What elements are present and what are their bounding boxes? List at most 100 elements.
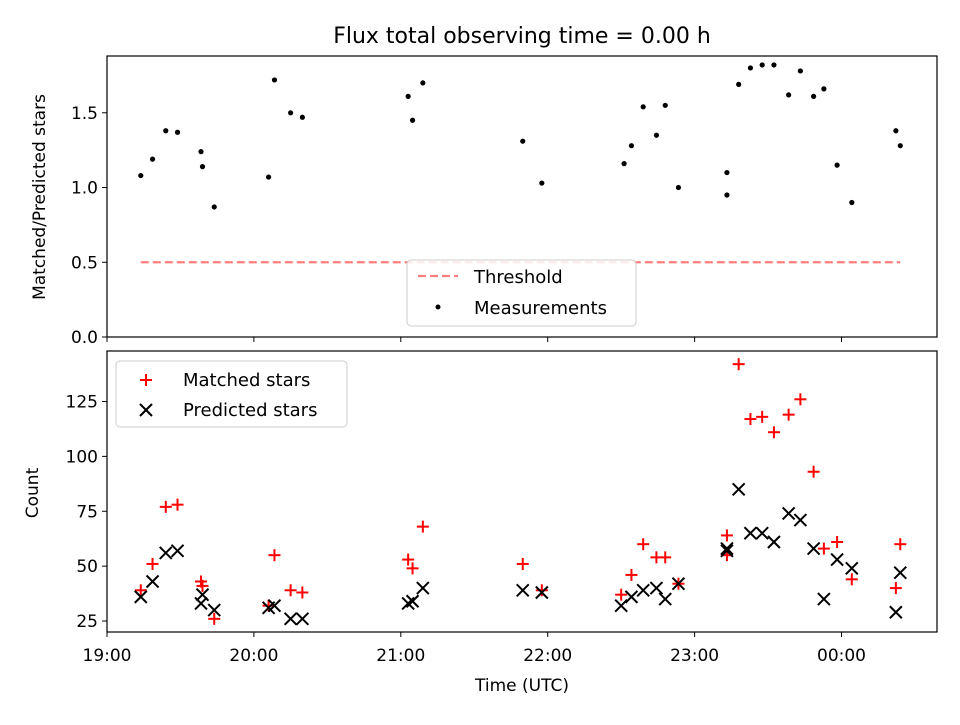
top-ytick-label: 1.5 [71, 104, 98, 124]
predicted-star-stroke-b [830, 552, 844, 567]
predicted-star-point [731, 482, 746, 497]
bottom-xtick-label: 23:00 [670, 646, 719, 666]
bottom-ytick-label: 25 [76, 612, 98, 632]
top-chart-title: Flux total observing time = 0.00 h [333, 24, 711, 49]
predicted-star-point [658, 592, 672, 606]
top-ytick-label: 0.5 [71, 253, 98, 273]
predicted-star-point [295, 612, 310, 626]
bottom-legend: Matched stars Predicted stars [115, 360, 348, 428]
measurement-point [653, 132, 660, 138]
matched-star-point [208, 612, 221, 625]
predicted-star-stroke-b [845, 561, 859, 576]
bottom-xtick-label: 21:00 [376, 646, 425, 666]
measurement-point [174, 129, 181, 135]
predicted-star-point [845, 561, 859, 576]
matched-star-point [262, 599, 275, 612]
measurement-point [198, 149, 204, 155]
predicted-star-point [743, 526, 758, 540]
predicted-star-point [145, 574, 160, 589]
threshold-legend-label: Threshold [473, 267, 563, 288]
predicted-star-stroke-b [159, 546, 173, 560]
predicted-star-stroke-b [283, 612, 298, 626]
predicted-star-point [806, 541, 821, 556]
measurement-point [849, 199, 855, 206]
predicted-star-stroke-b [134, 590, 148, 604]
matched-star-point [894, 538, 907, 551]
top-ytick-label: 0.0 [71, 328, 98, 348]
matched-star-point [659, 551, 672, 564]
measurement-point [199, 164, 206, 170]
measurement-point [520, 138, 526, 144]
predicted-star-point [893, 566, 907, 580]
predicted-star-point [170, 544, 185, 558]
predicted-star-point [405, 594, 420, 608]
matched-legend-label: Matched stars [183, 370, 310, 391]
matched-star-point [268, 549, 281, 562]
x-axis-label: Time (UTC) [474, 676, 569, 696]
predicted-star-stroke-b [743, 526, 758, 540]
top-legend: Threshold Measurements [406, 259, 637, 327]
predicted-star-point [817, 592, 831, 606]
measurement-point [409, 117, 416, 123]
matched-star-point [516, 557, 529, 570]
predicted-star-stroke-b [267, 598, 282, 613]
predicted-star-point [671, 576, 686, 591]
measurement-point [811, 93, 817, 99]
top-panel: 0.0 0.5 1.0 1.5 [71, 62, 903, 348]
predicted-star-point [134, 590, 148, 604]
predicted-star-point [720, 541, 734, 556]
measurement-point [786, 92, 792, 98]
bottom-legend-box [115, 360, 348, 428]
bottom-xtick-label: 00:00 [817, 646, 866, 666]
top-legend-box [406, 259, 637, 327]
measurement-point [675, 184, 682, 191]
predicted-star-stroke-b [720, 544, 734, 558]
predicted-star-stroke-b [416, 581, 430, 595]
matched-star-point [732, 358, 745, 371]
predicted-star-point [755, 526, 769, 540]
measurement-point [893, 128, 899, 134]
bottom-xtick-label: 22:00 [523, 646, 572, 666]
matched-star-point [615, 588, 628, 601]
bottom-ytick-label: 50 [76, 557, 98, 577]
measurement-point [211, 204, 217, 210]
top-y-axis-label: Matched/Predicted stars [30, 94, 50, 300]
predicted-star-point [767, 535, 781, 549]
predicted-star-stroke-b [295, 612, 310, 626]
matched-star-point [134, 584, 147, 597]
predicted-star-point [624, 590, 639, 604]
predicted-star-stroke-b [767, 535, 781, 549]
matched-legend-swatch [140, 374, 152, 386]
matched-star-point [794, 393, 807, 406]
measurement-point [149, 156, 156, 162]
top-ytick-label: 1.0 [71, 179, 98, 199]
bottom-panel: 25 50 75 100 125 19:00 20:00 21:00 22:00 23:00 00:… [66, 358, 907, 666]
matched-star-point [146, 557, 159, 570]
measurement-point [747, 65, 754, 71]
predicted-star-stroke-b [195, 587, 210, 602]
predicted-star-stroke-b [671, 576, 686, 591]
predicted-star-stroke-b [194, 596, 208, 611]
measurement-point [662, 102, 668, 108]
matched-star-point [756, 410, 769, 423]
matched-star-point [535, 584, 548, 597]
measurement-point [405, 93, 411, 99]
matched-star-point [720, 529, 733, 542]
predicted-star-point [889, 605, 903, 619]
predicted-star-point [159, 546, 173, 560]
matched-star-point [782, 408, 795, 421]
matched-star-point [767, 426, 780, 439]
measurements-legend-swatch [435, 304, 441, 310]
matched-star-point [845, 573, 858, 586]
measurement-point [771, 62, 777, 68]
measurement-point [640, 104, 646, 110]
predicted-star-stroke-b [145, 574, 160, 589]
predicted-star-stroke-b [170, 544, 185, 558]
predicted-star-point [720, 544, 734, 558]
predicted-star-point [636, 583, 650, 597]
measurement-point [288, 110, 294, 116]
predicted-legend-label: Predicted stars [183, 400, 317, 421]
predicted-star-point [649, 581, 664, 595]
measurement-point [621, 161, 627, 167]
